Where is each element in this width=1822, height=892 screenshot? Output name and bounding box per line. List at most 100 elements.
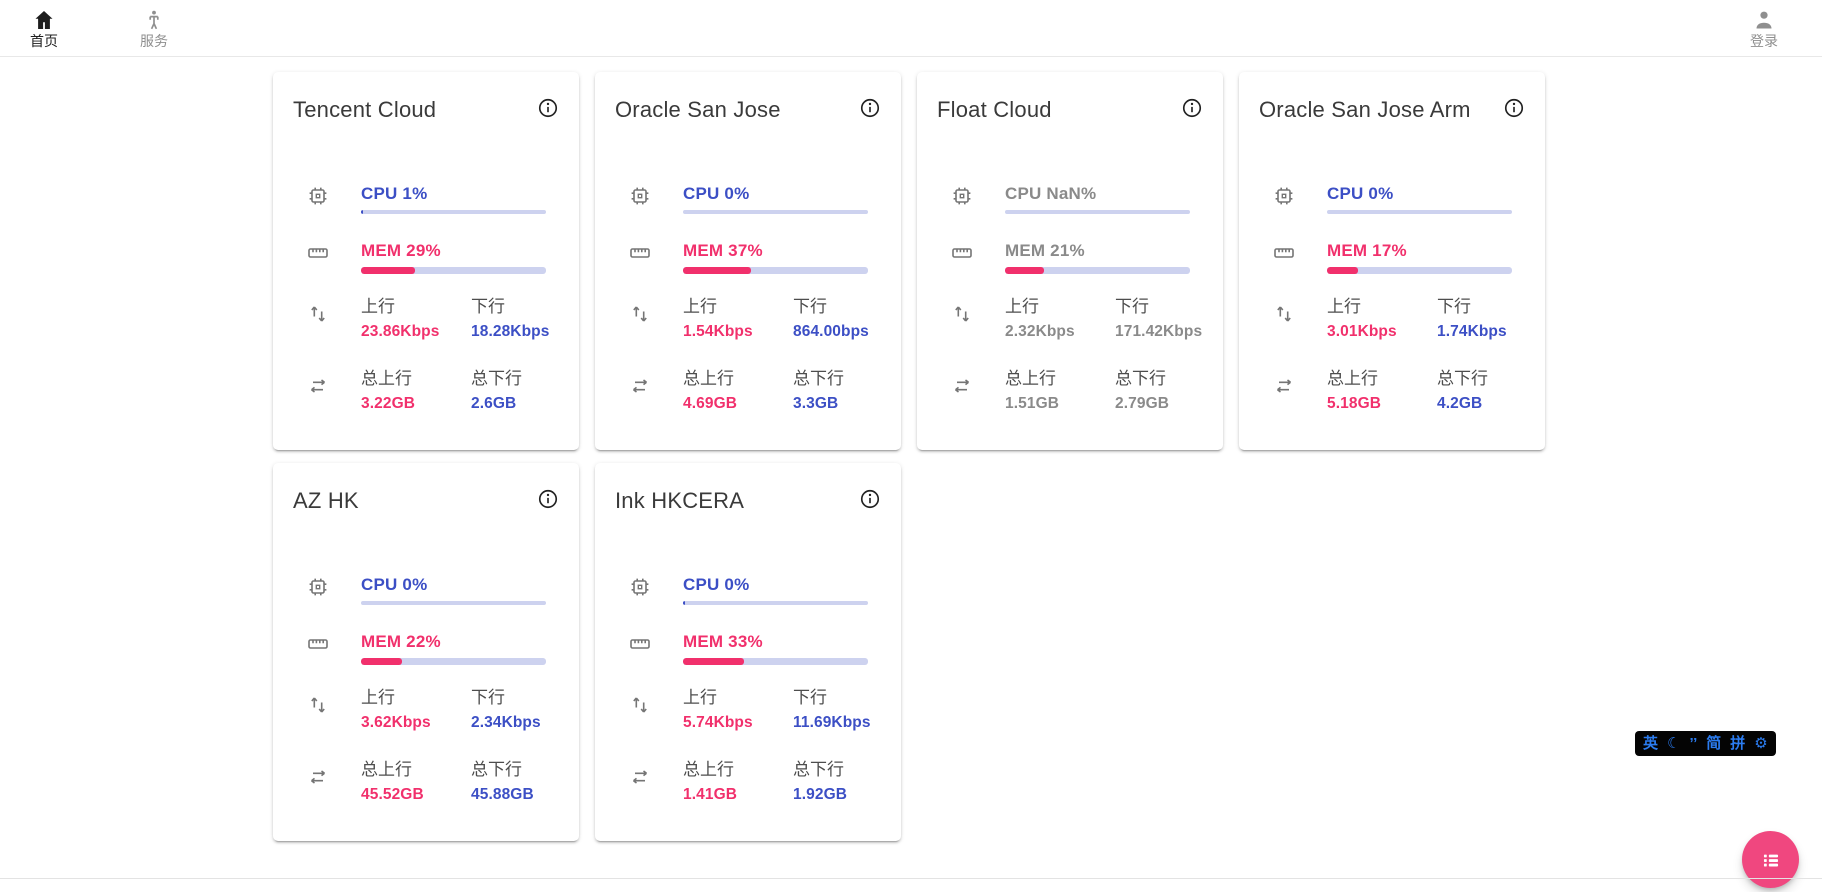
net-speed-row: 上行 23.86Kbps 下行 18.28Kbps — [293, 296, 559, 342]
net-speed-row: 上行 5.74Kbps 下行 11.69Kbps — [615, 687, 881, 733]
download-label: 下行 — [1115, 297, 1149, 316]
upload-value: 3.62Kbps — [361, 714, 431, 731]
cpu-progress-bar — [683, 601, 868, 605]
total-download-value: 2.6GB — [471, 395, 517, 412]
upload-label: 上行 — [683, 297, 717, 316]
info-button[interactable] — [1503, 97, 1525, 119]
cpu-chip-icon — [628, 184, 652, 208]
mem-progress-bar — [361, 267, 546, 274]
cpu-progress-bar — [1005, 210, 1190, 214]
nav-item-login-label: 登录 — [1750, 32, 1778, 49]
swap-arrows-icon — [628, 374, 652, 398]
nav-item-login[interactable]: 登录 — [1750, 8, 1778, 49]
net-speed-row: 上行 1.54Kbps 下行 864.00bps — [615, 296, 881, 342]
download-value: 171.42Kbps — [1115, 323, 1203, 340]
upload-label: 上行 — [361, 688, 395, 707]
cpu-usage-label: CPU 1% — [361, 184, 428, 203]
mem-usage-label: MEM 17% — [1327, 241, 1407, 260]
net-total-row: 总上行 4.69GB 总下行 3.3GB — [615, 368, 881, 414]
up-down-arrows-icon — [1272, 302, 1296, 326]
net-total-row: 总上行 3.22GB 总下行 2.6GB — [293, 368, 559, 414]
swap-arrows-icon — [306, 374, 330, 398]
total-download-label: 总下行 — [471, 369, 522, 388]
net-speed-row: 上行 3.01Kbps 下行 1.74Kbps — [1259, 296, 1525, 342]
info-button[interactable] — [1181, 97, 1203, 119]
footer-divider — [0, 878, 1822, 879]
mem-ruler-icon — [306, 241, 330, 265]
server-name: Tencent Cloud — [293, 97, 437, 122]
mem-progress-bar — [683, 658, 868, 665]
up-down-arrows-icon — [950, 302, 974, 326]
services-person-icon — [142, 8, 166, 32]
total-download-label: 总下行 — [1437, 369, 1488, 388]
total-download-value: 4.2GB — [1437, 395, 1483, 412]
cpu-chip-icon — [1272, 184, 1296, 208]
up-down-arrows-icon — [628, 302, 652, 326]
info-button[interactable] — [537, 97, 559, 119]
mem-progress-fill — [1327, 267, 1359, 274]
server-list-fab[interactable] — [1742, 831, 1799, 888]
total-download-label: 总下行 — [471, 760, 522, 779]
total-download-label: 总下行 — [793, 369, 844, 388]
nav-item-home[interactable]: 首页 — [30, 8, 58, 49]
total-upload-label: 总上行 — [361, 369, 412, 388]
download-label: 下行 — [1437, 297, 1471, 316]
ime-settings-gear-icon[interactable]: ⚙ — [1754, 735, 1768, 752]
total-download-value: 3.3GB — [793, 395, 839, 412]
cpu-progress-bar — [683, 210, 868, 214]
account-icon — [1752, 8, 1776, 32]
cpu-usage-label: CPU 0% — [683, 575, 750, 594]
server-name: Oracle San Jose — [615, 97, 781, 122]
mem-ruler-icon — [628, 632, 652, 656]
cpu-chip-icon — [306, 575, 330, 599]
mem-progress-fill — [361, 267, 415, 274]
download-value: 2.34Kbps — [471, 714, 541, 731]
nav-item-services[interactable]: 服务 — [140, 8, 168, 49]
top-navbar: 首页 服务 登录 — [0, 0, 1822, 57]
total-upload-value: 3.22GB — [361, 395, 416, 412]
total-upload-label: 总上行 — [1005, 369, 1056, 388]
download-label: 下行 — [793, 297, 827, 316]
total-upload-value: 5.18GB — [1327, 395, 1382, 412]
ime-lang-toggle[interactable]: 英 — [1643, 735, 1659, 752]
mem-progress-fill — [1005, 267, 1044, 274]
total-upload-value: 45.52GB — [361, 786, 424, 803]
net-speed-row: 上行 2.32Kbps 下行 171.42Kbps — [937, 296, 1203, 342]
net-total-row: 总上行 1.51GB 总下行 2.79GB — [937, 368, 1203, 414]
ime-pinyin-toggle[interactable]: 拼 — [1730, 735, 1746, 752]
mem-progress-fill — [683, 267, 752, 274]
cpu-usage-label: CPU NaN% — [1005, 184, 1097, 203]
info-icon — [1181, 97, 1203, 119]
info-icon — [537, 97, 559, 119]
cpu-progress-fill — [683, 601, 685, 605]
ime-punctuation-toggle[interactable]: ’’ — [1689, 735, 1698, 752]
info-icon — [859, 97, 881, 119]
info-button[interactable] — [859, 488, 881, 510]
total-download-label: 总下行 — [1115, 369, 1166, 388]
swap-arrows-icon — [628, 765, 652, 789]
net-speed-row: 上行 3.62Kbps 下行 2.34Kbps — [293, 687, 559, 733]
total-upload-value: 1.41GB — [683, 786, 738, 803]
cpu-progress-bar — [361, 601, 546, 605]
total-download-value: 2.79GB — [1115, 395, 1170, 412]
ime-moon-icon[interactable]: ☾ — [1667, 735, 1681, 752]
mem-row: MEM 29% — [293, 241, 559, 274]
upload-label: 上行 — [361, 297, 395, 316]
nav-item-home-label: 首页 — [30, 32, 58, 49]
mem-row: MEM 21% — [937, 241, 1203, 274]
download-value: 864.00bps — [793, 323, 869, 340]
info-button[interactable] — [859, 97, 881, 119]
info-button[interactable] — [537, 488, 559, 510]
mem-progress-bar — [683, 267, 868, 274]
total-download-label: 总下行 — [793, 760, 844, 779]
total-upload-value: 1.51GB — [1005, 395, 1060, 412]
nav-item-services-label: 服务 — [140, 32, 168, 49]
server-name: Float Cloud — [937, 97, 1052, 122]
total-download-value: 45.88GB — [471, 786, 534, 803]
server-name: Oracle San Jose Arm — [1259, 97, 1471, 122]
net-total-row: 总上行 1.41GB 总下行 1.92GB — [615, 759, 881, 805]
ime-simplified-toggle[interactable]: 简 — [1706, 735, 1722, 752]
server-card-tencent-cloud: Tencent Cloud CPU 1% MEM 29% 上行 — [273, 72, 579, 450]
cpu-chip-icon — [950, 184, 974, 208]
server-name: AZ HK — [293, 488, 359, 513]
